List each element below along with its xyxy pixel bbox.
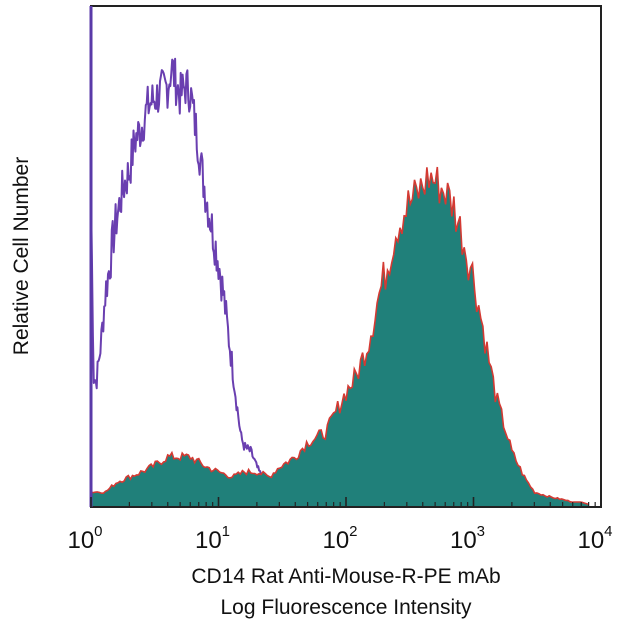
x-axis-label-line2: Log Fluorescence Intensity — [221, 596, 472, 619]
x-axis-ticks: 100 101 102 103 104 — [67, 497, 613, 554]
x-tick-label: 100 — [67, 523, 102, 554]
series-stained-outline — [90, 166, 589, 506]
x-tick-label: 101 — [195, 523, 230, 554]
x-tick-label: 104 — [577, 523, 612, 554]
x-axis-label-line1: CD14 Rat Anti-Mouse-R-PE mAb — [191, 565, 500, 588]
y-axis-label: Relative Cell Number — [10, 157, 33, 355]
x-tick-label: 103 — [450, 523, 485, 554]
x-tick-label: 102 — [322, 523, 357, 554]
series-layer — [90, 57, 589, 508]
